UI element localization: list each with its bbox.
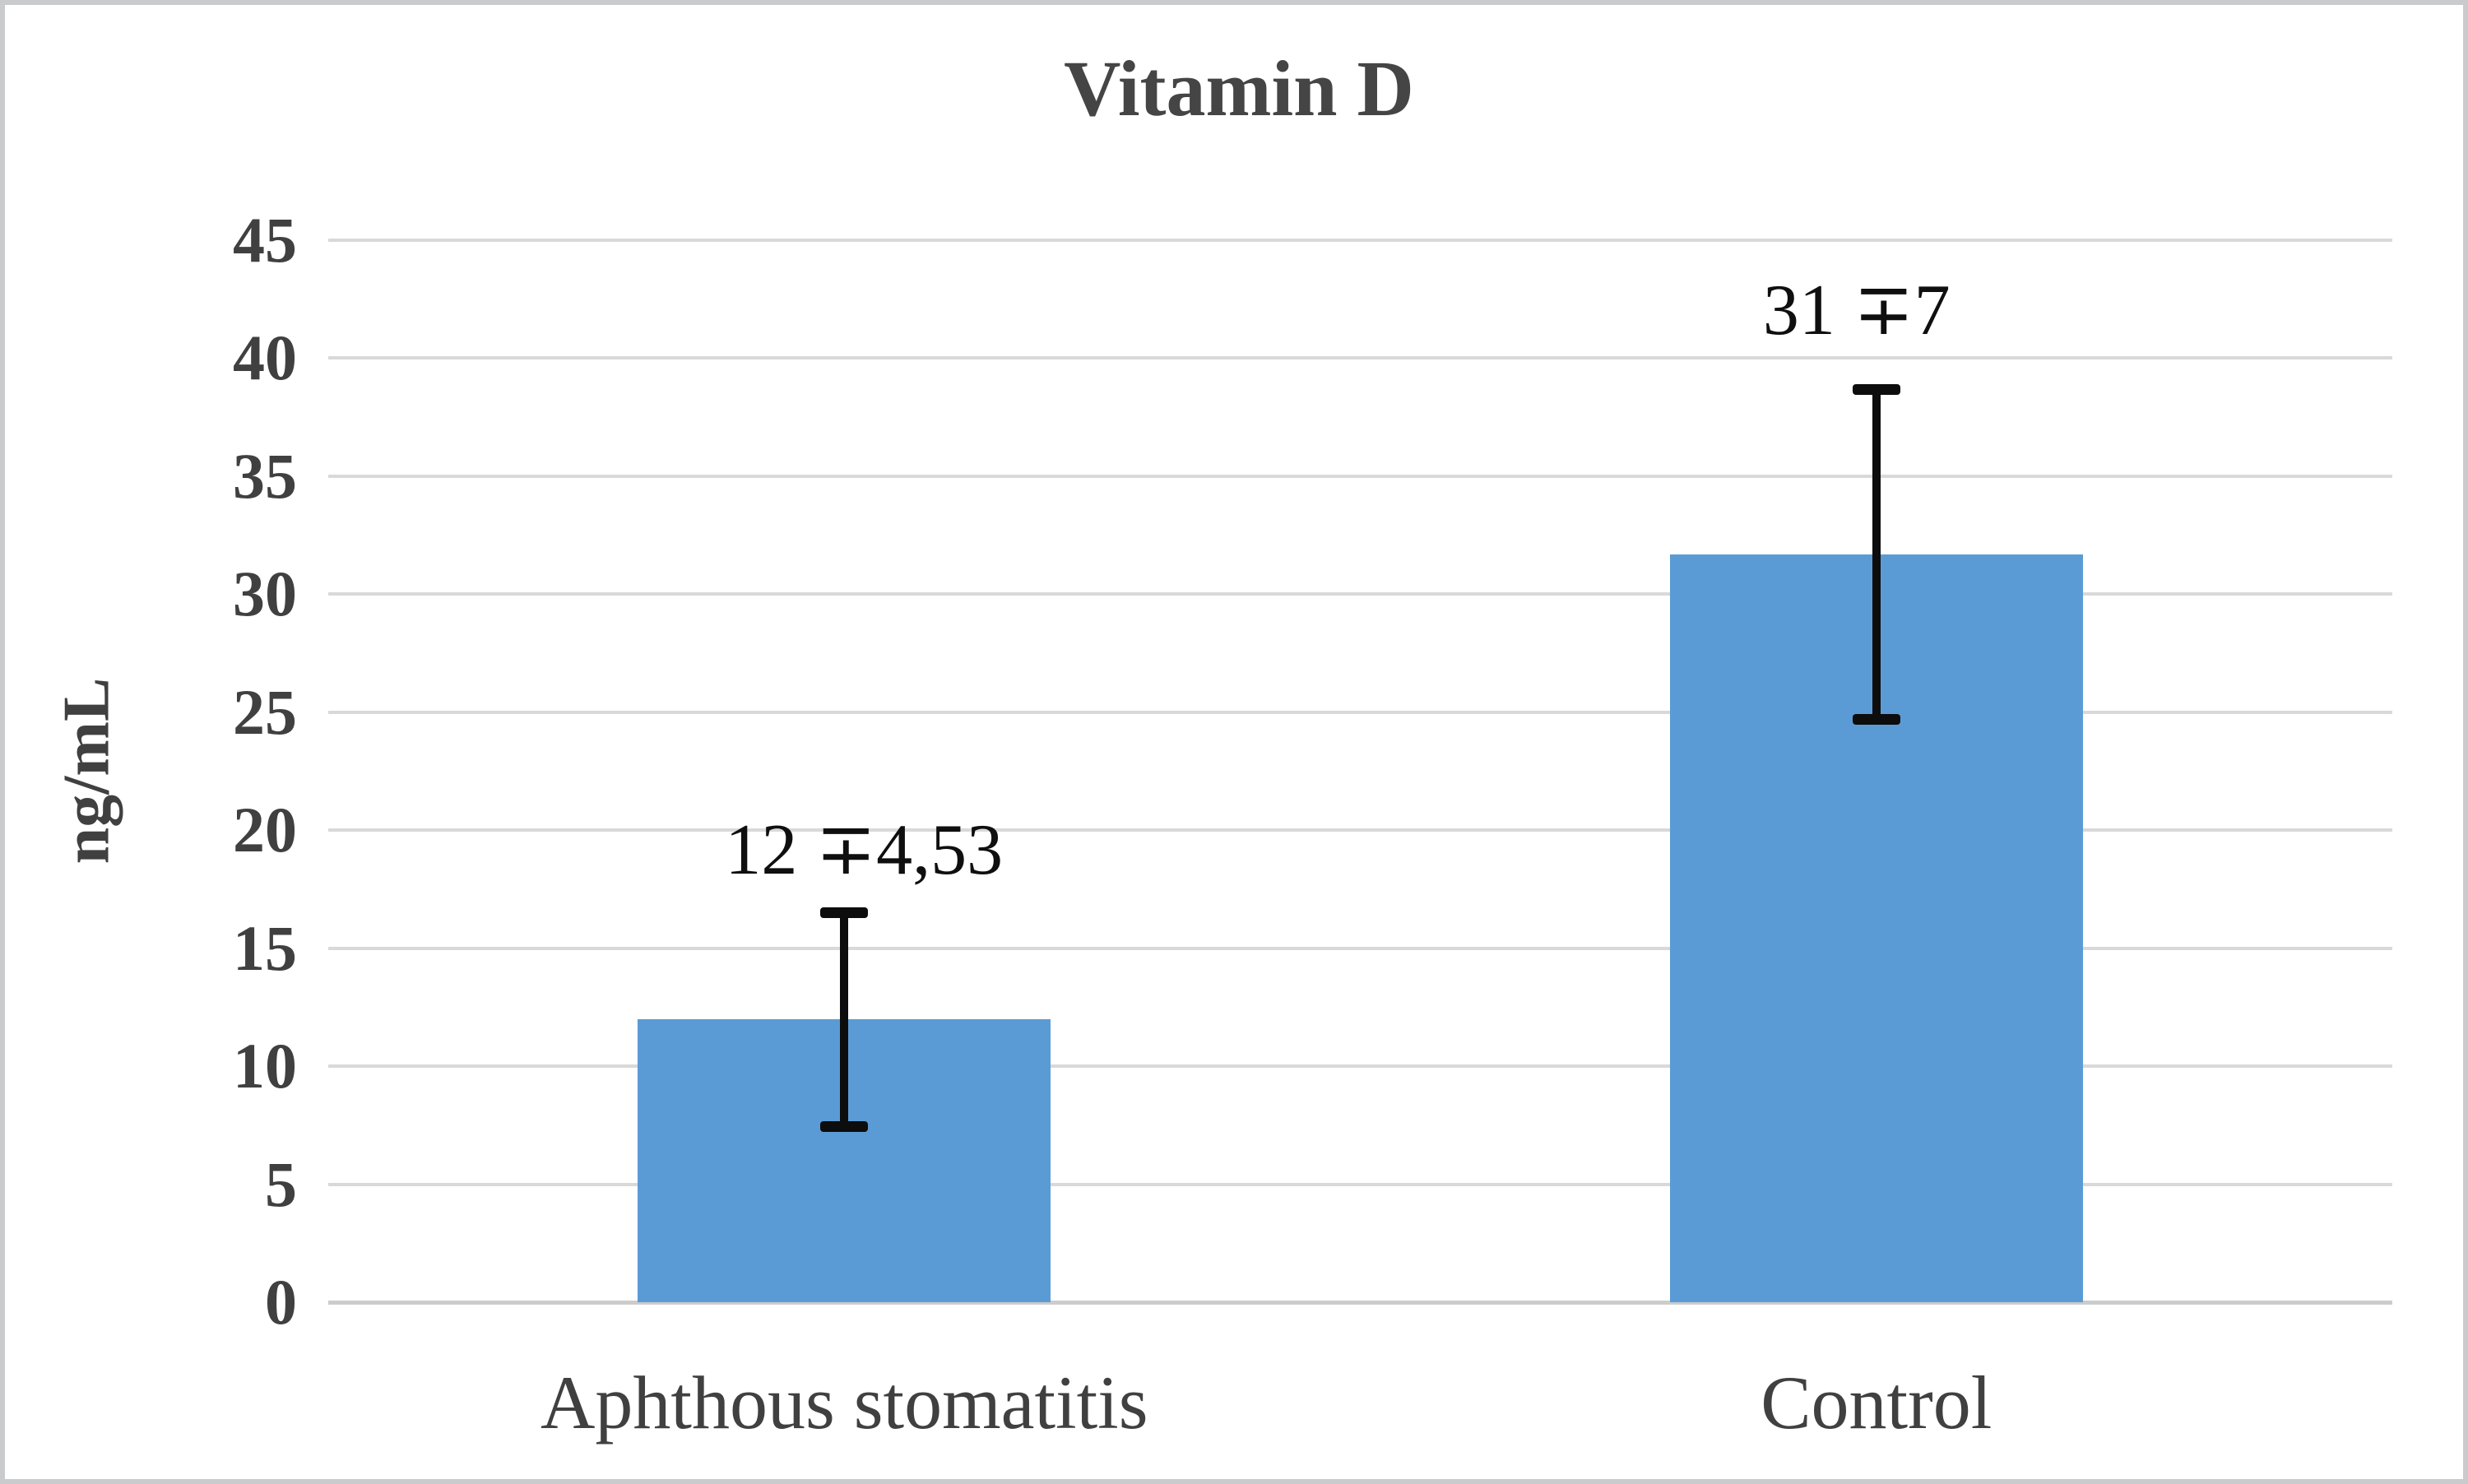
gridline: [328, 239, 2392, 242]
x-axis-line: [328, 1301, 2392, 1305]
error-bar-cap: [820, 1120, 869, 1132]
y-tick-label: 5: [265, 1148, 297, 1220]
x-category-label: Aphthous stomatitis: [540, 1361, 1148, 1445]
error-bar-cap: [1852, 383, 1900, 395]
gridline: [328, 946, 2392, 950]
y-tick-label: 40: [233, 322, 297, 394]
data-label: 12 ∓4,53: [725, 809, 1004, 890]
gridline: [328, 1064, 2392, 1069]
y-tick-label: 25: [233, 675, 297, 748]
plot-area: 12 ∓4,53 31 ∓7: [328, 239, 2392, 1305]
error-bar: [840, 911, 849, 1126]
error-bar-cap: [1852, 714, 1900, 726]
error-bar: [1872, 388, 1881, 720]
error-bar-cap: [820, 907, 869, 918]
gridline: [328, 828, 2392, 832]
data-label: 31 ∓7: [1762, 270, 1951, 350]
y-tick-label: 0: [265, 1266, 297, 1338]
y-tick-label: 35: [233, 439, 297, 512]
y-tick-label: 10: [233, 1030, 297, 1102]
gridline: [328, 1182, 2392, 1186]
chart-title: Vitamin D: [1064, 44, 1414, 132]
gridline: [328, 710, 2392, 714]
y-tick-label: 30: [233, 558, 297, 630]
gridline: [328, 592, 2392, 596]
y-tick-label: 45: [233, 204, 297, 276]
gridline: [328, 474, 2392, 478]
x-category-label: Control: [1761, 1361, 1992, 1445]
y-tick-label: 20: [233, 794, 297, 866]
y-tick-label: 15: [233, 911, 297, 984]
gridline: [328, 356, 2392, 360]
